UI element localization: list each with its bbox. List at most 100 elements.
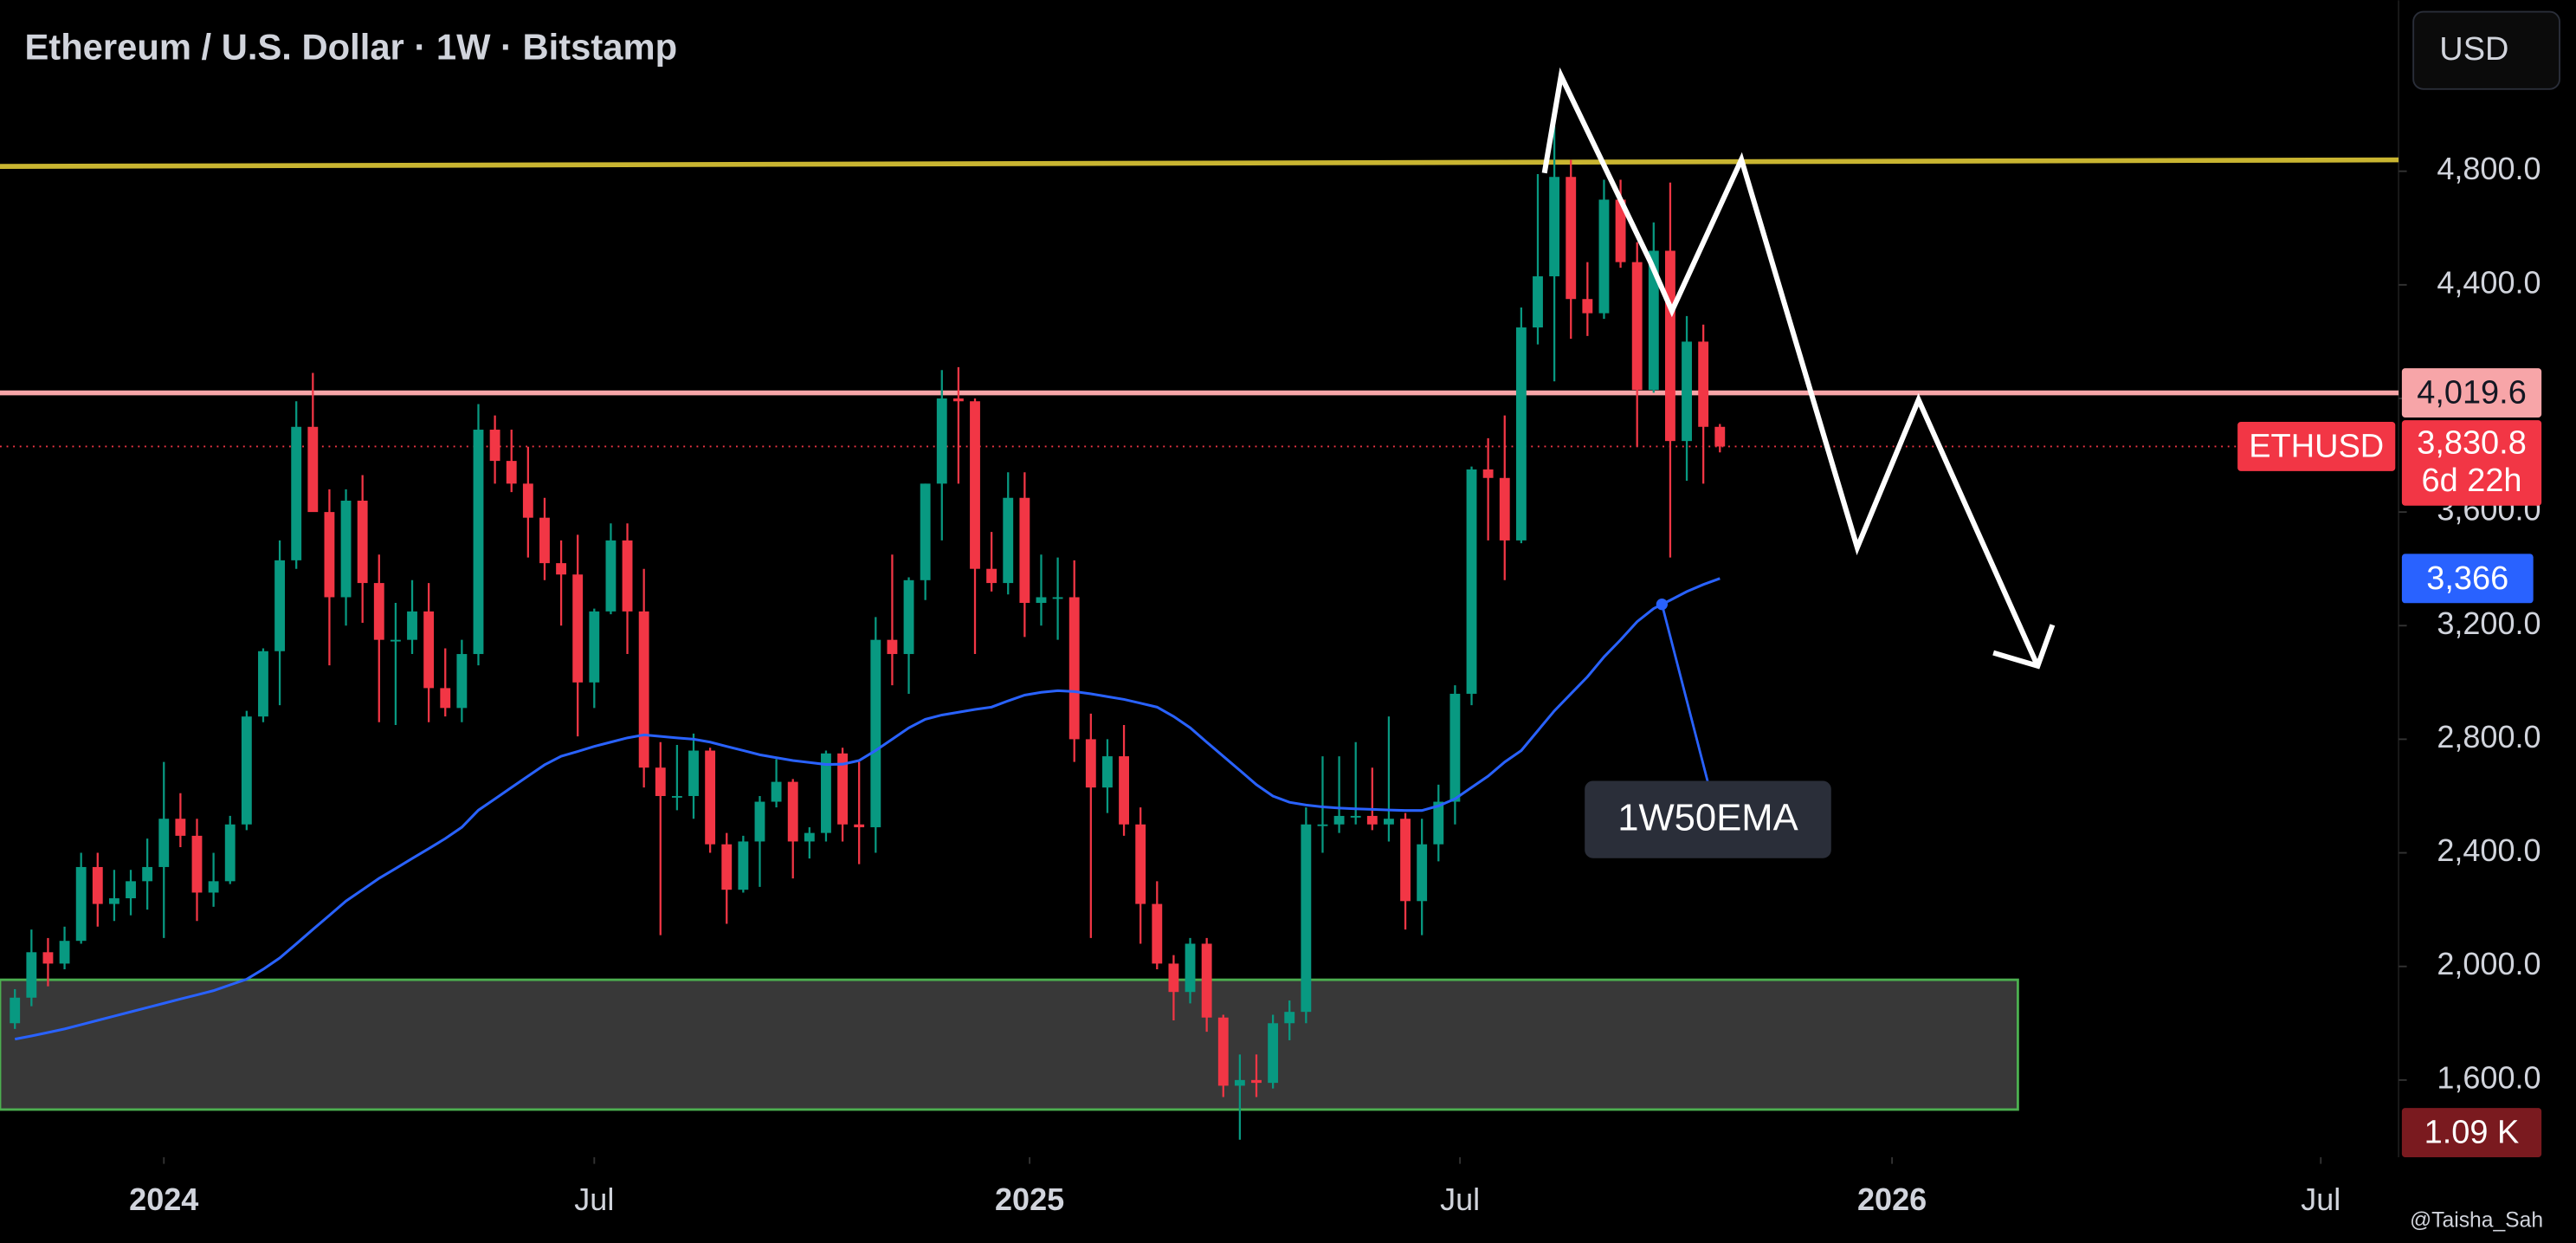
candle-body [1135, 824, 1146, 904]
ema-price-label: 3,366 [2426, 560, 2508, 597]
candle-body [241, 716, 252, 825]
y-tick-label: 2,800.0 [2437, 719, 2540, 754]
candle-body [804, 832, 815, 842]
chart-title: Ethereum / U.S. Dollar · 1W · Bitstamp [24, 26, 677, 67]
candle-body [373, 583, 384, 640]
candle-body [688, 750, 699, 796]
symbol-label: ETHUSD [2249, 428, 2384, 464]
candle-body [655, 767, 666, 796]
candle-body [903, 579, 914, 655]
candle-body [1417, 844, 1428, 902]
candle-body [771, 781, 782, 802]
candle-body [1549, 177, 1560, 276]
candle-body [1682, 341, 1692, 442]
support-price-label-bg [2401, 368, 2542, 418]
candle-body [42, 952, 54, 964]
candle-body [208, 881, 219, 893]
candle-body [274, 560, 286, 651]
candle-body [622, 540, 633, 612]
y-tick-label: 2,000.0 [2437, 946, 2540, 981]
x-tick-label: 2025 [995, 1181, 1064, 1217]
candle-body [1665, 250, 1675, 442]
candle-body [92, 866, 103, 904]
candle-body [126, 881, 136, 899]
candle-body [1317, 824, 1328, 826]
candle-body [10, 997, 21, 1024]
ema-price-label-bg [2401, 554, 2534, 604]
candle-body [26, 952, 37, 998]
candle-body [456, 654, 468, 709]
candle-body [854, 824, 865, 828]
x-tick-label: Jul [2301, 1181, 2340, 1217]
candle-body [1400, 819, 1411, 902]
candle-body [1201, 943, 1212, 1018]
candle-body [340, 501, 352, 598]
candle-body [671, 795, 682, 798]
candle-body [638, 611, 649, 768]
x-tick-label: Jul [574, 1181, 614, 1217]
candle-body [324, 512, 335, 598]
candle-body [589, 611, 600, 683]
candle-body [1648, 250, 1659, 391]
candle-body [1301, 824, 1312, 1013]
candle-body [821, 753, 831, 833]
candle-body [489, 430, 500, 462]
candle-body [1350, 815, 1361, 818]
candle-body [952, 398, 964, 402]
candle-body [572, 574, 584, 683]
candle-body [1582, 299, 1593, 314]
candle-body [837, 753, 848, 825]
candle-body [440, 688, 451, 709]
candle-body [1268, 1023, 1279, 1084]
candle-body [1533, 275, 1543, 328]
candle-body [787, 781, 798, 842]
y-tick-label: 2,400.0 [2437, 832, 2540, 868]
candle-body [1384, 819, 1394, 825]
candle-body [1284, 1012, 1295, 1024]
y-tick-label: 4,800.0 [2437, 151, 2540, 186]
candle-body [1566, 177, 1577, 300]
candle-body [1068, 597, 1080, 740]
candle-body [1515, 327, 1527, 541]
ema-callout-line [1660, 604, 1709, 783]
candle-body [1251, 1079, 1262, 1084]
candle-body [423, 611, 435, 689]
candle-body [1036, 597, 1047, 604]
candle-body [1466, 469, 1477, 694]
candle-body [473, 430, 484, 655]
candle-body [1615, 199, 1626, 262]
support-zone [0, 978, 2019, 1111]
currency-button-bg[interactable] [2412, 10, 2560, 90]
candle-body [175, 819, 186, 836]
candle-body [75, 866, 87, 942]
candle-body [390, 639, 401, 642]
ema-callout-text: 1W50EMA [1617, 798, 1798, 839]
candle-body [307, 426, 319, 513]
ema-line [14, 577, 1721, 1041]
candle-body [986, 568, 997, 584]
candle-body [1449, 693, 1461, 802]
support-price-label: 4,019.6 [2417, 374, 2527, 411]
currency-button[interactable]: USD [2439, 31, 2508, 68]
candle-body [1714, 426, 1726, 447]
plot-area: 1,600.02,000.02,400.02,800.03,200.03,600… [0, 0, 2542, 1217]
candle-body [59, 941, 70, 964]
volume-label: 1.09 K [2424, 1114, 2520, 1150]
candle-body [1152, 903, 1163, 964]
candle-body [1698, 341, 1709, 427]
candle-body [1366, 815, 1378, 825]
candle-body [1003, 497, 1014, 584]
candle-body [556, 563, 567, 575]
candle-body [738, 841, 749, 890]
candle-body [1433, 801, 1444, 845]
candle-body [936, 398, 947, 484]
watermark: @Taisha_Sah [2410, 1209, 2543, 1233]
candle-body [920, 483, 931, 580]
overlay: Ethereum / U.S. Dollar · 1W · Bitstamp U… [24, 10, 2560, 1233]
candle-body [1598, 199, 1610, 314]
candle-body [258, 651, 268, 717]
last-price-bg [2401, 420, 2542, 506]
ema-callout-box [1585, 780, 1831, 858]
countdown-label: 6d 22h [2421, 463, 2521, 499]
